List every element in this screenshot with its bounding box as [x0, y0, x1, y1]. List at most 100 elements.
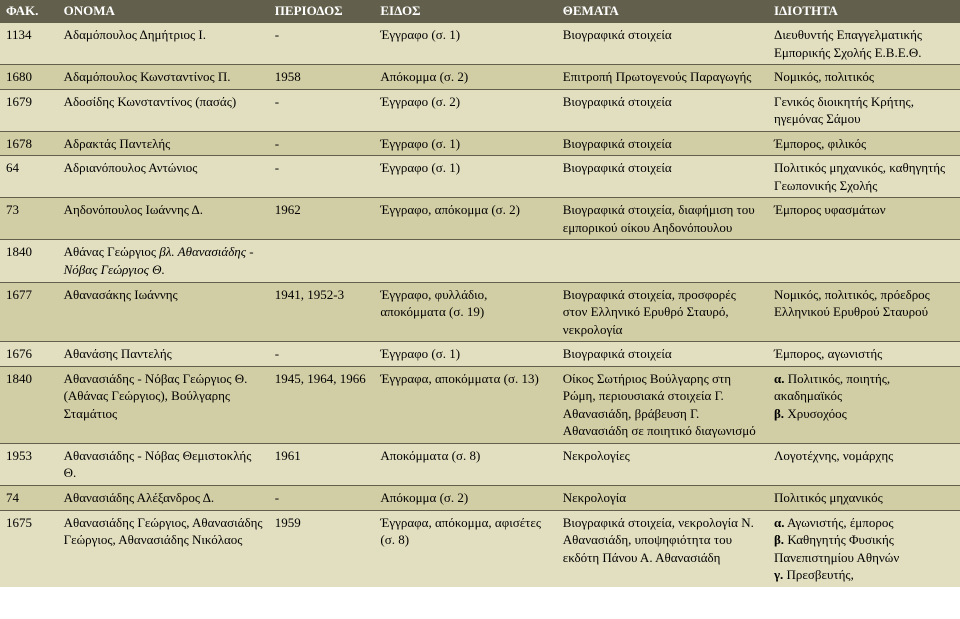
cell-themata: Νεκρολογία: [557, 486, 768, 511]
cell-eidos: Έγγραφο, φυλλάδιο, αποκόμματα (σ. 19): [374, 282, 556, 342]
cell-themata: Βιογραφικά στοιχεία: [557, 23, 768, 65]
cell-fak: 1953: [0, 443, 58, 485]
cell-fak: 1678: [0, 131, 58, 156]
cell-idiotita: Νομικός, πολιτικός, πρόεδρος Ελληνικού Ε…: [768, 282, 960, 342]
idiot-b-bold: β.: [774, 406, 784, 421]
cell-eidos: Απόκομμα (σ. 2): [374, 486, 556, 511]
cell-onoma: Αδοσίδης Κωνσταντίνος (πασάς): [58, 89, 269, 131]
cell-onoma-pre: Αθάνας Γεώργιος: [64, 244, 160, 259]
idiot-c-bold: γ.: [774, 567, 783, 582]
cell-onoma: Αθάνας Γεώργιος βλ. Αθανασιάδης - Νόβας …: [58, 240, 269, 282]
cell-fak: 1134: [0, 23, 58, 65]
header-themata: ΘΕΜΑΤΑ: [557, 0, 768, 23]
cell-eidos: [374, 240, 556, 282]
cell-idiotita: Νομικός, πολιτικός: [768, 65, 960, 90]
cell-fak: 1675: [0, 510, 58, 587]
header-onoma: ΟΝΟΜΑ: [58, 0, 269, 23]
cell-fak: 73: [0, 198, 58, 240]
cell-themata: Βιογραφικά στοιχεία: [557, 89, 768, 131]
idiot-a: Αγωνιστής, έμπορος: [784, 515, 893, 530]
cell-fak: 1840: [0, 366, 58, 443]
cell-eidos: Έγγραφο (σ. 1): [374, 23, 556, 65]
cell-periodos: 1959: [269, 510, 375, 587]
cell-periodos: -: [269, 342, 375, 367]
cell-periodos: -: [269, 486, 375, 511]
cell-idiotita: Λογοτέχνης, νομάρχης: [768, 443, 960, 485]
table-row: 1840 Αθανασιάδης - Νόβας Γεώργιος Θ. (Αθ…: [0, 366, 960, 443]
cell-themata: Βιογραφικά στοιχεία: [557, 342, 768, 367]
cell-onoma: Αδαμόπουλος Δημήτριος Ι.: [58, 23, 269, 65]
cell-themata: Επιτροπή Πρωτογενούς Παραγωγής: [557, 65, 768, 90]
cell-periodos: [269, 240, 375, 282]
cell-onoma: Αηδονόπουλος Ιωάννης Δ.: [58, 198, 269, 240]
cell-periodos: 1962: [269, 198, 375, 240]
cell-fak: 64: [0, 156, 58, 198]
cell-eidos: Έγγραφο, απόκομμα (σ. 2): [374, 198, 556, 240]
cell-idiotita: α. Πολιτικός, ποιητής, ακαδημαϊκός β. Χρυ…: [768, 366, 960, 443]
table-row: 74 Αθανασιάδης Αλέξανδρος Δ. - Απόκομμα …: [0, 486, 960, 511]
cell-fak: 74: [0, 486, 58, 511]
table-row: 1675 Αθανασιάδης Γεώργιος, Αθανασιάδης Γ…: [0, 510, 960, 587]
cell-themata: Βιογραφικά στοιχεία, νεκρολογία Ν. Αθανα…: [557, 510, 768, 587]
table-row: 1953 Αθανασιάδης - Νόβας Θεμιστοκλής Θ. …: [0, 443, 960, 485]
cell-themata: Βιογραφικά στοιχεία: [557, 156, 768, 198]
cell-idiotita: Γενικός διοικητής Κρήτης, ηγεμόνας Σάμου: [768, 89, 960, 131]
table-row: 1679 Αδοσίδης Κωνσταντίνος (πασάς) - Έγγ…: [0, 89, 960, 131]
cell-periodos: 1945, 1964, 1966: [269, 366, 375, 443]
header-row: ΦΑΚ. ΟΝΟΜΑ ΠΕΡΙΟΔΟΣ ΕΙΔΟΣ ΘΕΜΑΤΑ ΙΔΙΟΤΗΤ…: [0, 0, 960, 23]
cell-idiotita: Έμπορος, φιλικός: [768, 131, 960, 156]
cell-onoma: Αθανασιάδης - Νόβας Θεμιστοκλής Θ.: [58, 443, 269, 485]
cell-periodos: 1958: [269, 65, 375, 90]
document-table: ΦΑΚ. ΟΝΟΜΑ ΠΕΡΙΟΔΟΣ ΕΙΔΟΣ ΘΕΜΑΤΑ ΙΔΙΟΤΗΤ…: [0, 0, 960, 587]
cell-eidos: Απόκομμα (σ. 2): [374, 65, 556, 90]
cell-onoma: Αθανασιάδης - Νόβας Γεώργιος Θ. (Αθάνας …: [58, 366, 269, 443]
idiot-c: Πρεσβευτής,: [783, 567, 854, 582]
idiot-a-bold: α.: [774, 371, 785, 386]
idiot-a: Πολιτικός, ποιητής, ακαδημαϊκός: [774, 371, 890, 404]
cell-idiotita: α. Αγωνιστής, έμποροςβ. Καθηγητής Φυσική…: [768, 510, 960, 587]
cell-periodos: -: [269, 156, 375, 198]
cell-themata: Οίκος Σωτήριος Βούλγαρης στη Ρώμη, περιο…: [557, 366, 768, 443]
cell-eidos: Αποκόμματα (σ. 8): [374, 443, 556, 485]
cell-fak: 1840: [0, 240, 58, 282]
cell-periodos: -: [269, 89, 375, 131]
table-row: 1134 Αδαμόπουλος Δημήτριος Ι. - Έγγραφο …: [0, 23, 960, 65]
table-row: 1676 Αθανάσης Παντελής - Έγγραφο (σ. 1) …: [0, 342, 960, 367]
cell-idiotita: Πολιτικός μηχανικός, καθηγητής Γεωπονική…: [768, 156, 960, 198]
cell-periodos: -: [269, 23, 375, 65]
cell-eidos: Έγγραφο (σ. 1): [374, 156, 556, 198]
cell-onoma: Αδριανόπουλος Αντώνιος: [58, 156, 269, 198]
cell-idiotita: Πολιτικός μηχανικός: [768, 486, 960, 511]
table-row: 1677 Αθανασάκης Ιωάννης 1941, 1952-3 Έγγ…: [0, 282, 960, 342]
cell-eidos: Έγγραφο (σ. 2): [374, 89, 556, 131]
idiot-b-bold: β.: [774, 532, 784, 547]
table-row: 1678 Αδρακτάς Παντελής - Έγγραφο (σ. 1) …: [0, 131, 960, 156]
cell-idiotita: [768, 240, 960, 282]
table-row: 1840 Αθάνας Γεώργιος βλ. Αθανασιάδης - Ν…: [0, 240, 960, 282]
cell-idiotita: Έμπορος υφασμάτων: [768, 198, 960, 240]
cell-eidos: Έγγραφα, απόκομμα, αφισέτες (σ. 8): [374, 510, 556, 587]
cell-fak: 1680: [0, 65, 58, 90]
cell-periodos: -: [269, 131, 375, 156]
cell-fak: 1679: [0, 89, 58, 131]
header-idiotita: ΙΔΙΟΤΗΤΑ: [768, 0, 960, 23]
idiot-b: Καθηγητής Φυσικής Πανεπιστημίου Αθηνών: [774, 532, 899, 565]
header-fak: ΦΑΚ.: [0, 0, 58, 23]
table-row: 73 Αηδονόπουλος Ιωάννης Δ. 1962 Έγγραφο,…: [0, 198, 960, 240]
header-periodos: ΠΕΡΙΟΔΟΣ: [269, 0, 375, 23]
cell-fak: 1676: [0, 342, 58, 367]
cell-themata: Βιογραφικά στοιχεία, διαφήμιση του εμπορ…: [557, 198, 768, 240]
idiot-b: Χρυσοχόος: [784, 406, 847, 421]
cell-onoma: Αθανασιάδης Αλέξανδρος Δ.: [58, 486, 269, 511]
cell-themata: Βιογραφικά στοιχεία: [557, 131, 768, 156]
cell-eidos: Έγγραφο (σ. 1): [374, 131, 556, 156]
cell-themata: Βιογραφικά στοιχεία, προσφορές στον Ελλη…: [557, 282, 768, 342]
cell-eidos: Έγγραφα, αποκόμματα (σ. 13): [374, 366, 556, 443]
table-row: 1680 Αδαμόπουλος Κωνσταντίνος Π. 1958 Απ…: [0, 65, 960, 90]
cell-eidos: Έγγραφο (σ. 1): [374, 342, 556, 367]
cell-themata: [557, 240, 768, 282]
cell-onoma: Αδρακτάς Παντελής: [58, 131, 269, 156]
cell-onoma: Αθανασιάδης Γεώργιος, Αθανασιάδης Γεώργι…: [58, 510, 269, 587]
cell-fak: 1677: [0, 282, 58, 342]
cell-onoma: Αθανασάκης Ιωάννης: [58, 282, 269, 342]
